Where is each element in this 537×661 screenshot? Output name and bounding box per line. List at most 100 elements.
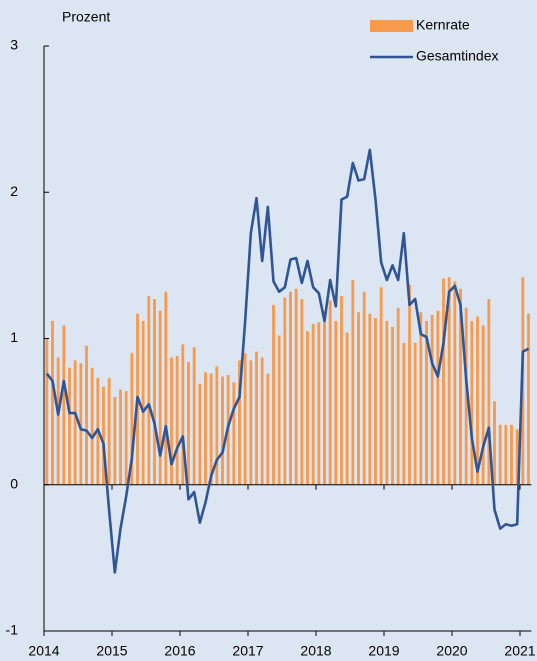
x-tick-label: 2020 [436, 643, 467, 659]
bar [368, 313, 372, 485]
bar [62, 325, 66, 485]
bar [45, 338, 49, 485]
bar [300, 299, 304, 485]
bar [385, 320, 389, 485]
bar [175, 356, 179, 485]
bar [130, 353, 134, 485]
y-tick-label: 0 [10, 475, 18, 491]
bar [425, 320, 428, 485]
x-tick-label: 2015 [96, 643, 127, 659]
bar [481, 325, 485, 485]
bar [328, 300, 332, 485]
bar [334, 320, 338, 485]
bar [90, 367, 94, 485]
bar [498, 424, 502, 485]
bar [396, 307, 400, 485]
x-tick-label: 2018 [300, 643, 331, 659]
bar [181, 344, 185, 485]
bar [102, 386, 105, 485]
bar [158, 310, 162, 485]
bar [487, 299, 491, 485]
bar [204, 372, 207, 485]
bar [56, 357, 60, 485]
x-tick-label: 2016 [164, 643, 195, 659]
bar [198, 383, 202, 485]
x-tick-label: 2021 [504, 643, 535, 659]
bar [345, 332, 349, 485]
bar [107, 377, 111, 485]
y-axis-label: Prozent [62, 9, 110, 25]
bar [510, 424, 513, 485]
bar [289, 291, 292, 485]
bar [164, 291, 168, 485]
bar [187, 361, 190, 485]
bar [362, 291, 366, 485]
bar [170, 357, 173, 485]
y-tick-label: 2 [10, 183, 18, 199]
bar [413, 342, 417, 485]
bar [113, 397, 117, 485]
bar [243, 353, 247, 485]
bar [453, 281, 457, 485]
line [45, 148, 530, 574]
bar [255, 351, 258, 485]
bar [311, 323, 315, 485]
legend-label: Gesamtindex [416, 48, 498, 64]
bar [357, 312, 360, 485]
bar [419, 312, 423, 485]
bar [147, 296, 151, 485]
bar [340, 296, 343, 485]
bar [249, 360, 253, 485]
bar [493, 401, 496, 485]
bar [283, 297, 287, 485]
bar [351, 280, 355, 485]
bar [221, 376, 224, 485]
bar [402, 342, 406, 485]
bar [260, 357, 264, 485]
bar [209, 373, 213, 485]
legend-swatch [370, 20, 413, 32]
y-tick-label: 1 [10, 329, 18, 345]
bar [317, 322, 321, 485]
bar [436, 310, 440, 485]
bar [504, 424, 508, 485]
bar [266, 373, 270, 485]
bar [73, 360, 77, 485]
bar [391, 326, 394, 485]
bar [141, 320, 145, 485]
bar [51, 320, 54, 485]
bar [527, 313, 530, 485]
bar [277, 335, 281, 485]
y-tick-label: 3 [10, 37, 18, 53]
bar [374, 318, 377, 485]
legend-label: Kernrate [416, 17, 470, 33]
bar [459, 288, 462, 485]
bar [515, 429, 519, 485]
bar [232, 382, 236, 485]
bar [124, 391, 128, 485]
bar [464, 307, 468, 485]
bar [408, 284, 411, 485]
bar [306, 331, 309, 485]
bar [294, 288, 298, 485]
bar [153, 299, 156, 485]
bar [442, 278, 445, 485]
bar [119, 389, 122, 485]
bar [79, 363, 83, 485]
bar [85, 345, 88, 485]
bar [68, 367, 71, 485]
bar [215, 366, 219, 485]
x-tick-label: 2014 [28, 643, 59, 659]
bar [379, 287, 383, 485]
bar [476, 316, 479, 485]
bar [447, 277, 451, 485]
bar [272, 304, 275, 485]
bar [470, 320, 474, 485]
bar [238, 360, 241, 485]
x-tick-label: 2019 [368, 643, 399, 659]
x-tick-label: 2017 [232, 643, 263, 659]
bar [192, 347, 196, 485]
y-tick-label: -1 [6, 622, 19, 638]
bar [323, 310, 326, 485]
